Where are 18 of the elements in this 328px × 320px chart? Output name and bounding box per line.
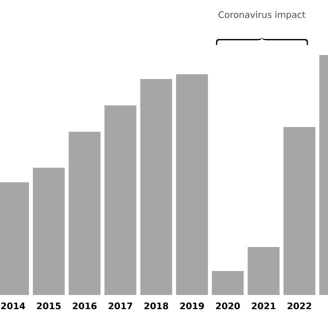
x-tick-label: 2017 [108,302,132,310]
x-tick-label: 2018 [144,302,168,310]
text: Coronavirus impact [218,11,306,20]
bar [104,105,136,295]
x-tick-label: 2016 [72,302,97,310]
bar [68,132,101,295]
bar [32,168,65,295]
x-tick-label: 2022 [288,302,312,310]
x-tick-label: 2020 [216,302,240,310]
x-tick-label: 2014 [1,302,26,310]
bar [283,127,316,295]
bar [248,247,280,295]
x-tick-label: 2021 [252,302,276,310]
x-tick-label: 2015 [37,302,61,310]
bar [140,79,172,295]
bar [176,74,208,295]
x-tick-label: 2019 [180,302,204,310]
bar [212,271,244,295]
